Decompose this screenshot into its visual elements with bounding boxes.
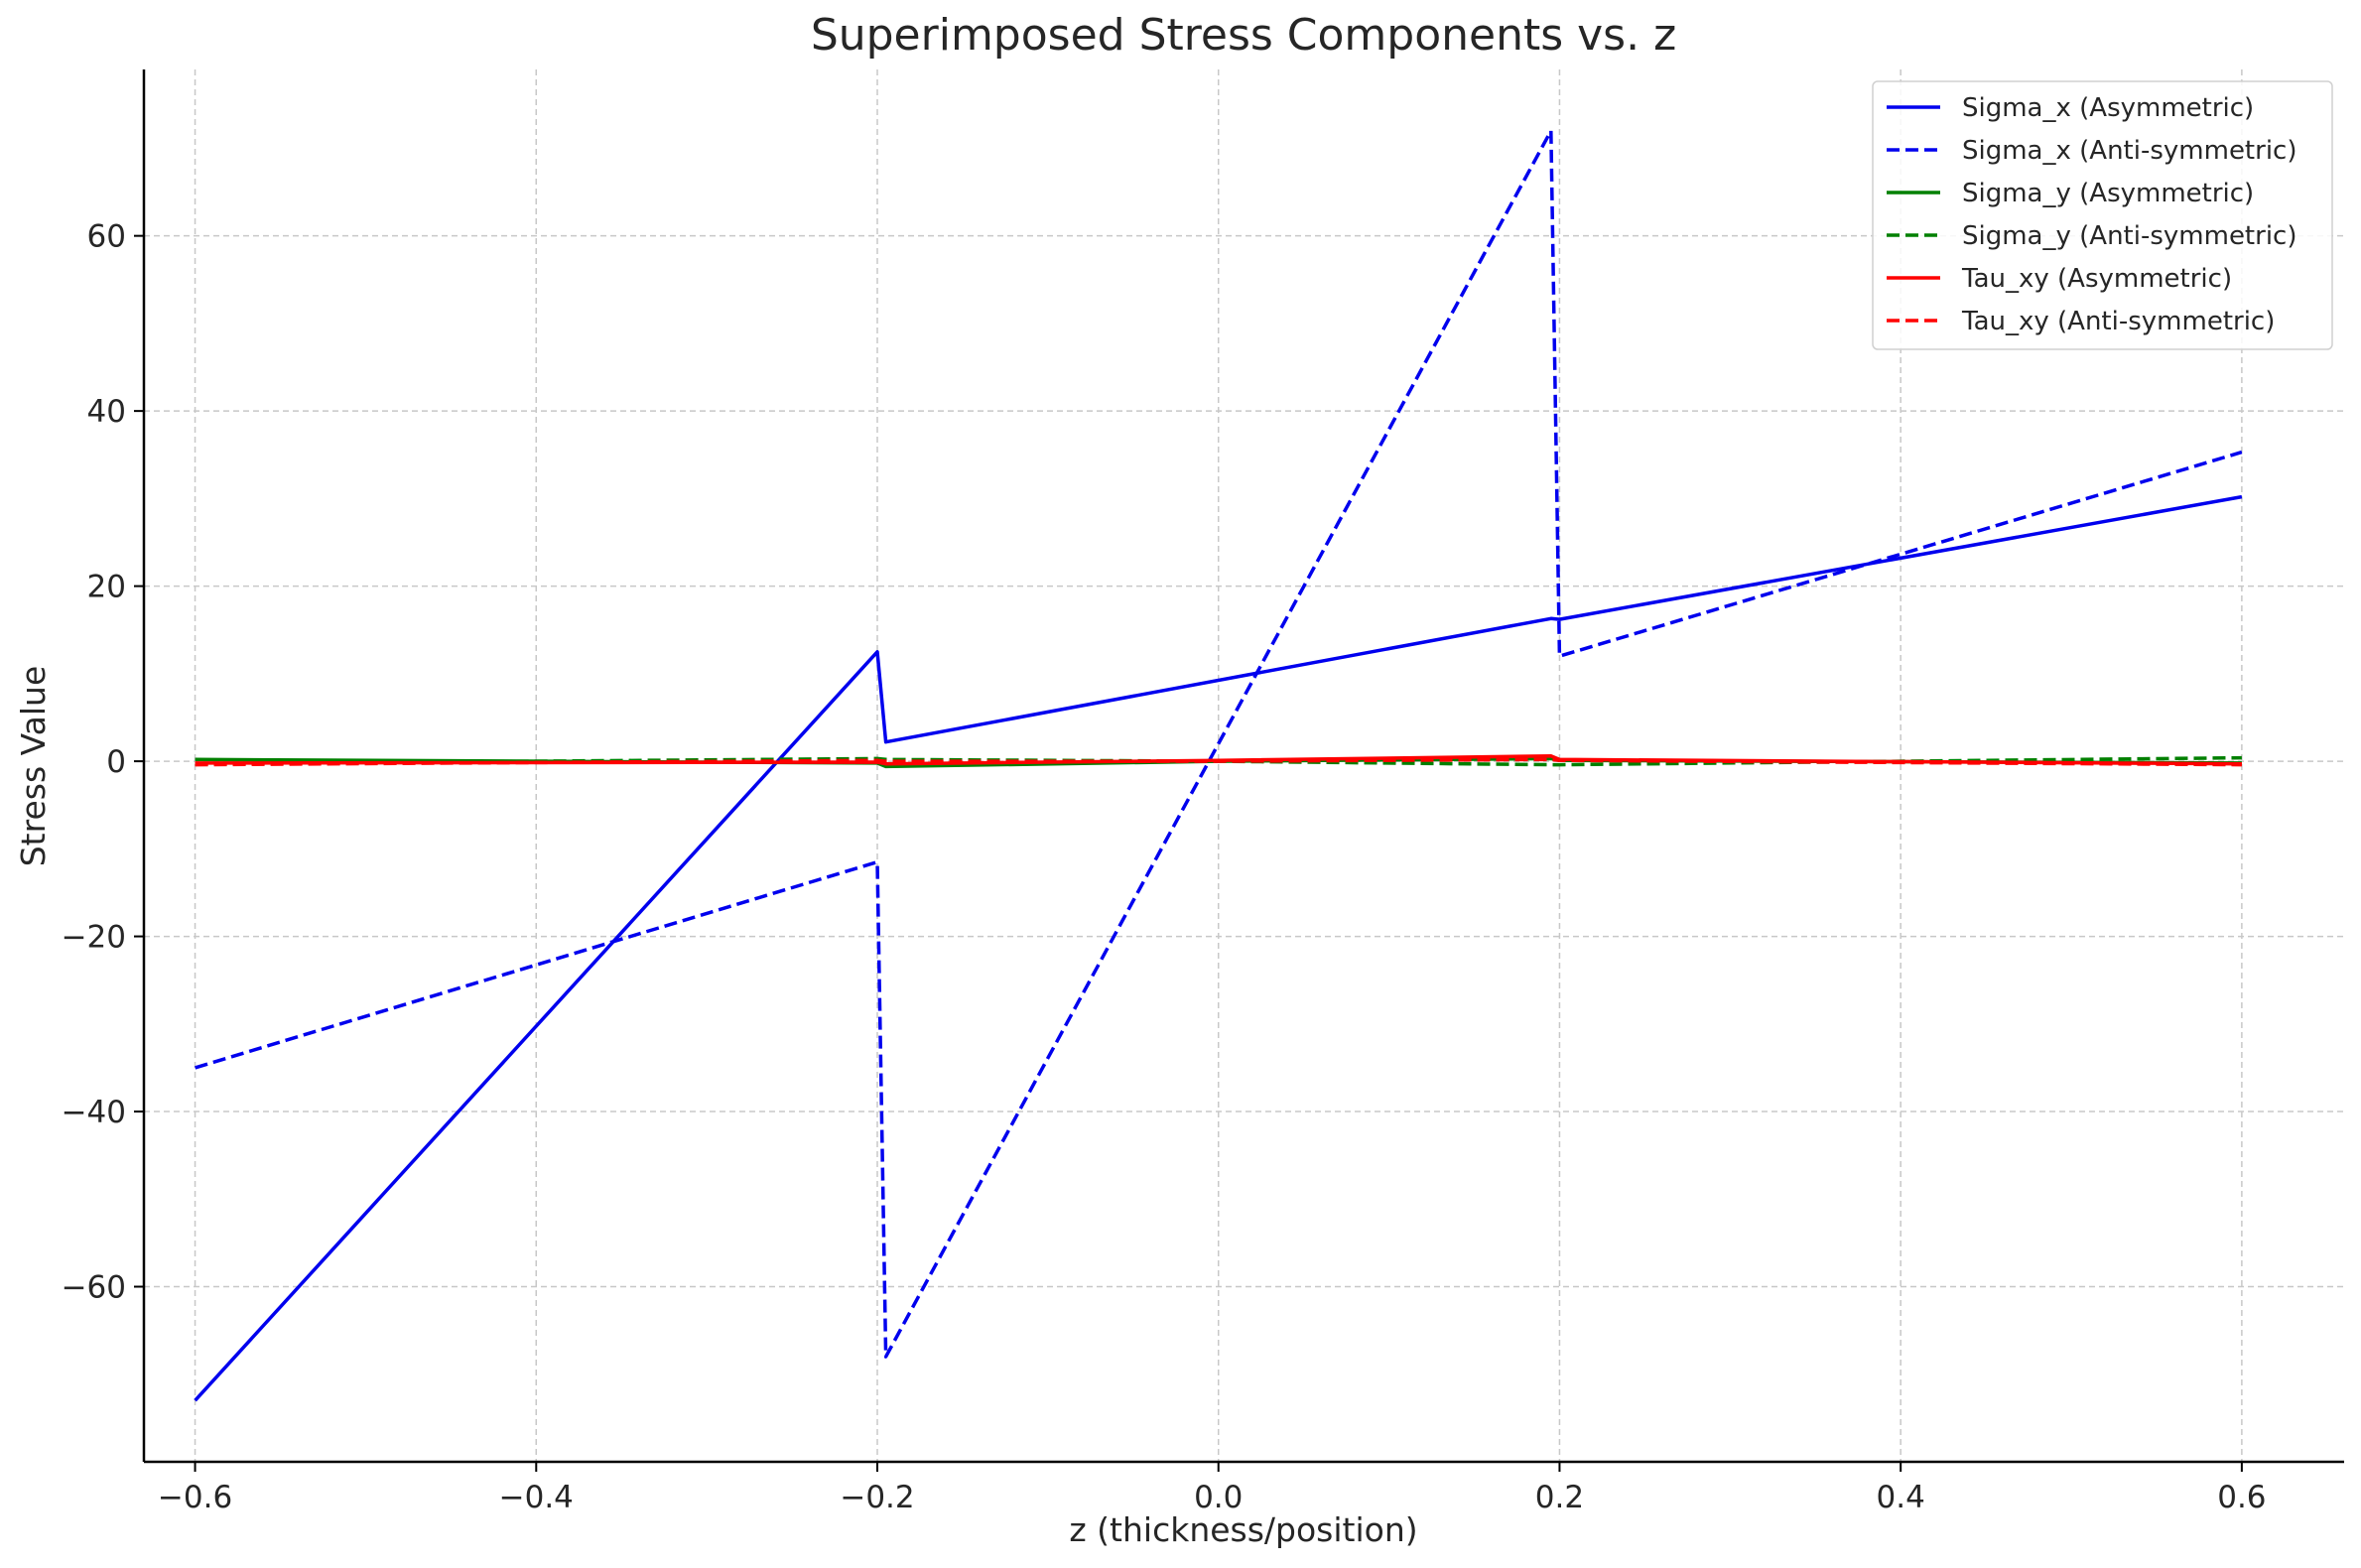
plot-series: [194, 129, 2243, 1402]
legend-label-1: Sigma_x (Anti-symmetric): [1962, 136, 2296, 166]
legend-label-3: Sigma_y (Anti-symmetric): [1962, 221, 2296, 251]
legend-label-0: Sigma_x (Asymmetric): [1962, 93, 2254, 123]
legend: Sigma_x (Asymmetric) Sigma_x (Anti-symmet…: [1872, 80, 2333, 350]
series-line-0: [194, 494, 2243, 1402]
y-tick-label: 40: [87, 394, 126, 430]
x-tick-label: 0.0: [1194, 1480, 1243, 1515]
y-tick-label: 60: [87, 219, 126, 255]
x-axis-label: z (thickness/position): [1069, 1510, 1417, 1549]
x-tick-label: −0.6: [158, 1480, 232, 1515]
x-tick-label: 0.2: [1535, 1480, 1584, 1515]
x-tick-label: −0.4: [499, 1480, 574, 1515]
axes: [134, 69, 2344, 1472]
y-tick-label: 0: [106, 744, 126, 780]
tick-labels: −0.6 −0.4 −0.2 0.0 0.2 0.4 0.6 −60 −40 −20 0 20 40 60: [62, 219, 2267, 1515]
y-tick-label: −40: [62, 1095, 126, 1130]
series-line-1: [195, 129, 2243, 1359]
legend-label-4: Tau_xy (Asymmetric): [1961, 264, 2232, 294]
y-tick-label: −20: [62, 920, 126, 956]
legend-frame: [1872, 80, 2333, 350]
y-tick-label: 20: [87, 570, 126, 605]
x-tick-label: −0.2: [840, 1480, 914, 1515]
series-line-5: [195, 757, 2242, 767]
legend-label-2: Sigma_y (Asymmetric): [1962, 179, 2254, 208]
y-tick-label: −60: [62, 1270, 126, 1306]
x-tick-label: 0.4: [1877, 1480, 1925, 1515]
y-axis-label: Stress Value: [14, 666, 53, 867]
x-tick-label: 0.6: [2217, 1480, 2266, 1515]
legend-label-5: Tau_xy (Anti-symmetric): [1961, 307, 2275, 336]
chart-title: Superimposed Stress Components vs. z: [811, 10, 1676, 61]
